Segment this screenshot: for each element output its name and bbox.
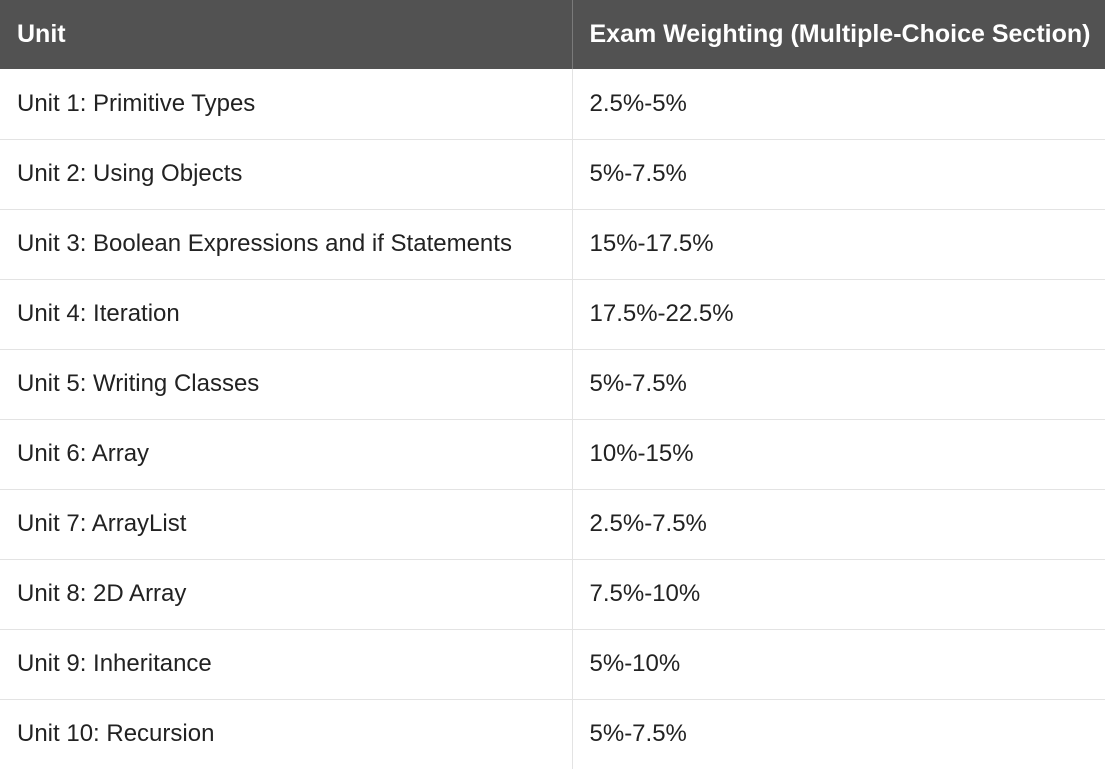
table-row: Unit 7: ArrayList 2.5%-7.5% [0,488,1105,559]
weighting-cell: 5%-7.5% [571,348,1105,419]
unit-cell: Unit 8: 2D Array [0,558,572,629]
table-row: Unit 10: Recursion 5%-7.5% [0,698,1105,769]
unit-cell: Unit 7: ArrayList [0,488,572,559]
weighting-cell: 10%-15% [571,418,1105,489]
unit-cell: Unit 1: Primitive Types [17,89,256,117]
table-row: Unit 5: Writing Classes 5%-7.5% [0,348,1105,419]
unit-cell: Unit 4: Iteration [0,278,572,349]
header-row: Unit Exam Weighting (Multiple-Choice Sec… [0,0,1105,69]
weighting-cell: 7.5%-10% [571,558,1105,629]
weighting-cell: 15%-17.5% [571,208,1105,279]
table-row: Unit 9: Inheritance 5%-10% [0,628,1105,699]
unit-cell: Unit 3: Boolean Expressions and if State… [0,208,572,279]
unit-cell: Unit 9: Inheritance [0,628,572,699]
table-body: Unit 1: Primitive Types 2.5%-5% Unit 2: … [0,69,1105,769]
header-exam-weighting: Exam Weighting (Multiple-Choice Section) [571,0,1105,69]
weighting-cell: 17.5%-22.5% [571,278,1105,349]
weighting-cell: 2.5%-7.5% [571,488,1105,559]
unit-cell: Unit 6: Array [0,418,572,489]
unit-cell: Unit 10: Recursion [0,698,572,769]
table-header: Unit Exam Weighting (Multiple-Choice Sec… [0,0,1105,69]
unit-cell: Unit 5: Writing Classes [0,348,572,419]
table-row: Unit 3: Boolean Expressions and if State… [0,208,1105,279]
table-row: Unit 1: Primitive Types 2.5%-5% [0,69,1105,139]
table-row: Unit 4: Iteration 17.5%-22.5% [0,278,1105,349]
table-row: Unit 8: 2D Array 7.5%-10% [0,558,1105,629]
weighting-cell: 5%-7.5% [571,698,1105,769]
unit-cell: Unit 2: Using Objects [0,138,572,209]
weighting-cell: 2.5%-5% [571,69,1105,139]
weighting-cell: 5%-7.5% [571,138,1105,209]
weighting-cell: 5%-10% [571,628,1105,699]
table-row: Unit 6: Array 10%-15% [0,418,1105,489]
table-row: Unit 2: Using Objects 5%-7.5% [0,138,1105,209]
header-unit: Unit [17,20,66,48]
